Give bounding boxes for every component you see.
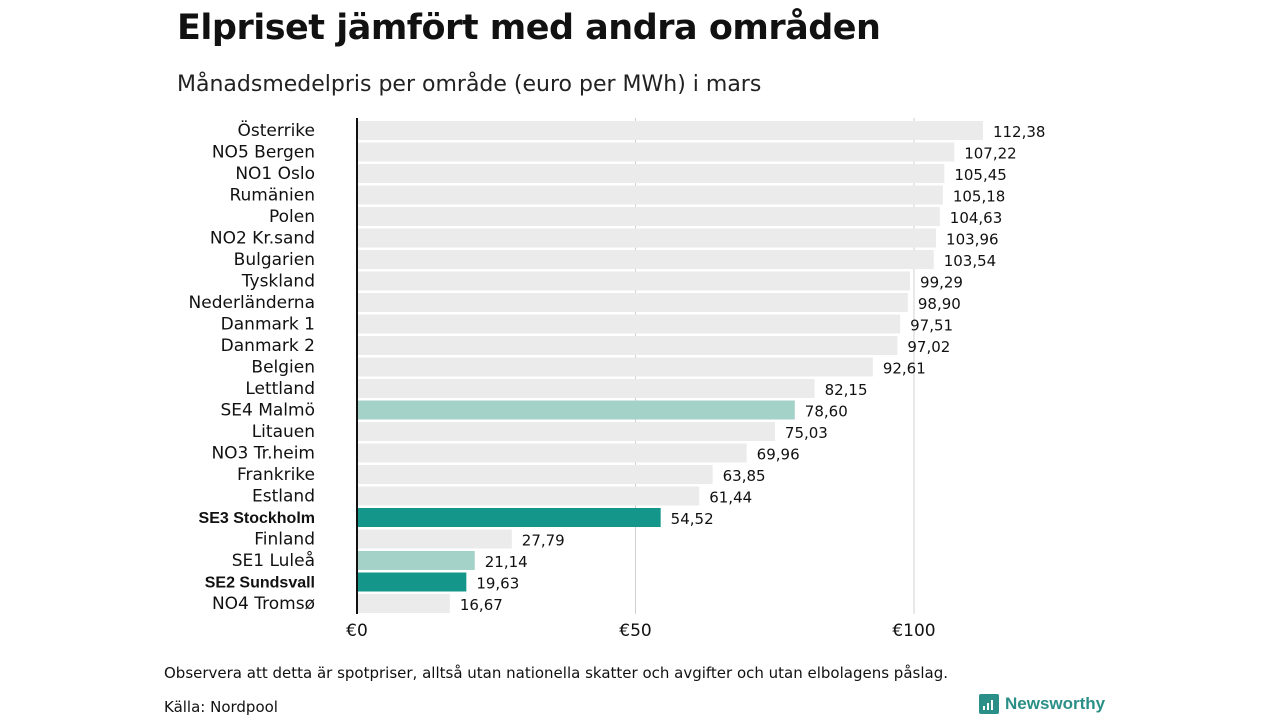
bar [357, 443, 747, 463]
bar [357, 142, 955, 162]
bar [357, 121, 983, 140]
value-label: 105,45 [954, 166, 1007, 184]
category-label: SE2 Sundsvall [205, 575, 315, 592]
bar [357, 357, 873, 377]
category-label: Danmark 1 [221, 315, 315, 335]
category-label: Österrike [238, 119, 315, 141]
value-label: 97,02 [907, 338, 950, 356]
category-label: Danmark 2 [221, 336, 315, 356]
chart-subtitle: Månadsmedelpris per område (euro per MWh… [177, 72, 762, 97]
value-label: 107,22 [964, 145, 1017, 163]
category-label: SE1 Luleå [232, 550, 315, 571]
x-tick-label: €100 [892, 621, 935, 641]
value-label: 98,90 [918, 295, 961, 313]
bar [357, 185, 943, 205]
footnote: Observera att detta är spotpriser, allts… [164, 664, 948, 682]
bar [357, 164, 945, 183]
bar [357, 465, 713, 484]
category-label: Finland [254, 530, 315, 550]
category-label: NO4 Tromsø [212, 594, 315, 614]
category-label: NO1 Oslo [235, 164, 315, 184]
category-label: Nederländerna [189, 293, 315, 313]
value-label: 112,38 [993, 123, 1045, 141]
value-label: 63,85 [723, 467, 766, 485]
value-label: 61,44 [709, 489, 752, 507]
bar [357, 207, 940, 226]
value-label: 21,14 [485, 553, 528, 571]
value-label: 97,51 [910, 317, 953, 335]
chart-title: Elpriset jämfört med andra områden [177, 8, 881, 48]
category-label: SE4 Malmö [220, 401, 315, 421]
category-label: Estland [252, 487, 315, 507]
bar [357, 422, 775, 441]
category-label: NO2 Kr.sand [210, 229, 315, 249]
bar [357, 250, 934, 269]
bar [357, 271, 911, 291]
x-tick-label: €0 [346, 621, 368, 641]
value-label: 105,18 [953, 188, 1006, 206]
value-label: 104,63 [950, 209, 1003, 227]
bar [357, 551, 475, 570]
bar [357, 379, 815, 398]
bar [357, 486, 700, 506]
newsworthy-logo: Newsworthy [979, 694, 1105, 714]
bar [357, 594, 450, 613]
bar [357, 336, 898, 355]
bar [357, 400, 795, 420]
category-label: Lettland [245, 379, 315, 399]
value-label: 92,61 [883, 360, 926, 378]
value-label: 99,29 [920, 274, 963, 292]
category-label: Belgien [251, 358, 315, 378]
category-label: Tyskland [241, 272, 315, 292]
source: Källa: Nordpool [164, 698, 278, 716]
category-label: Frankrike [237, 465, 315, 485]
value-label: 16,67 [460, 596, 503, 614]
category-label: NO5 Bergen [212, 143, 315, 163]
category-label: Polen [269, 207, 315, 227]
category-label: Rumänien [229, 186, 315, 206]
category-label: SE3 Stockholm [199, 510, 315, 527]
value-label: 69,96 [757, 446, 800, 464]
bar [357, 508, 661, 527]
bar [357, 529, 512, 549]
logo-icon [979, 694, 999, 714]
bar [357, 228, 937, 248]
value-label: 54,52 [671, 510, 714, 528]
value-label: 82,15 [825, 381, 868, 399]
category-label: Litauen [252, 422, 315, 442]
bar [357, 293, 908, 312]
x-tick-label: €50 [619, 621, 651, 641]
category-label: Bulgarien [234, 250, 315, 270]
value-label: 27,79 [522, 532, 565, 550]
value-label: 103,96 [946, 231, 999, 249]
logo-text: Newsworthy [1005, 694, 1106, 713]
value-label: 75,03 [785, 424, 828, 442]
category-label: NO3 Tr.heim [211, 444, 315, 464]
bar [357, 314, 901, 334]
value-label: 78,60 [805, 403, 848, 421]
bar [357, 572, 467, 592]
value-label: 19,63 [476, 575, 519, 593]
bar-chart: €0 €50 €100 Österrike 112,38 NO5 Bergen 107,22… [189, 118, 1045, 641]
value-label: 103,54 [944, 252, 997, 270]
